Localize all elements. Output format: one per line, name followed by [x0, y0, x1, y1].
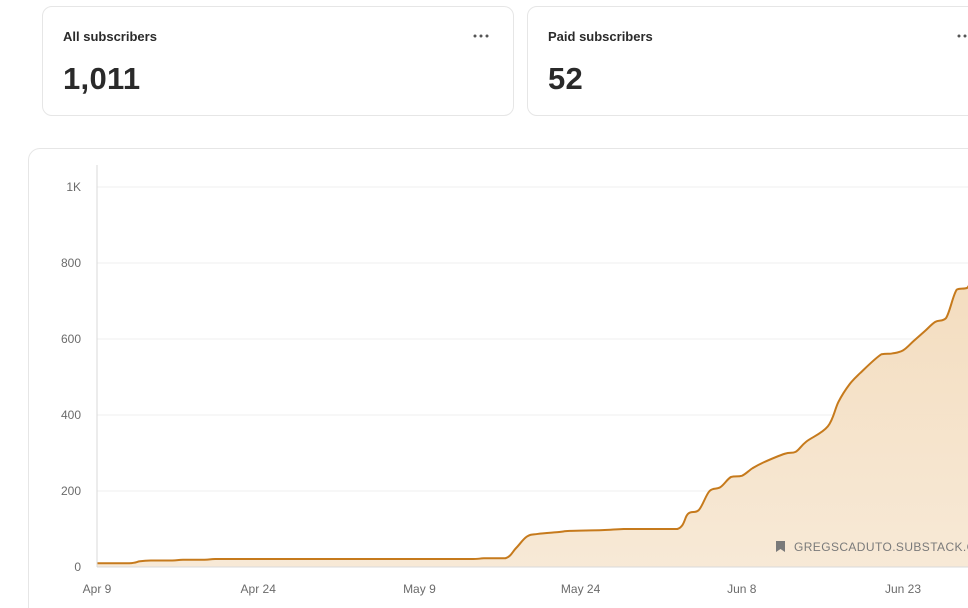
- paid-subscribers-value: 52: [548, 61, 584, 96]
- all-subscribers-label: All subscribers: [63, 29, 157, 44]
- x-tick-label: Apr 9: [83, 582, 112, 596]
- x-tick-label: Jun 23: [885, 582, 921, 596]
- all-subscribers-value: 1,011: [63, 61, 141, 96]
- paid-subscribers-label: Paid subscribers: [548, 29, 653, 44]
- all-subscribers-menu-button[interactable]: [469, 25, 493, 47]
- watermark-text: GREGSCADUTO.SUBSTACK.COM: [794, 540, 968, 554]
- y-tick-label: 600: [61, 332, 81, 346]
- x-tick-label: May 9: [403, 582, 436, 596]
- y-tick-label: 800: [61, 256, 81, 270]
- paid-subscribers-menu-button[interactable]: [953, 25, 968, 47]
- bookmark-icon: [776, 541, 785, 552]
- series-line: [96, 285, 968, 565]
- all-subscribers-card: All subscribers 1,011: [42, 6, 514, 116]
- subscribers-chart: 0 200 400 600 800 1K Apr 9 Apr 24 May 9 May 24 Jun…: [61, 165, 968, 596]
- y-tick-label: 1K: [66, 180, 81, 194]
- ellipsis-icon: [473, 34, 489, 38]
- y-tick-label: 400: [61, 408, 81, 422]
- chart-watermark: GREGSCADUTO.SUBSTACK.COM: [776, 540, 968, 554]
- paid-subscribers-card: Paid subscribers 52: [527, 6, 968, 116]
- ellipsis-icon: [957, 34, 967, 38]
- subscribers-chart-card: 0 200 400 600 800 1K Apr 9 Apr 24 May 9 May 24 Jun…: [28, 148, 968, 608]
- x-tick-label: Jun 8: [727, 582, 757, 596]
- series-area: [97, 286, 968, 567]
- y-tick-label: 200: [61, 484, 81, 498]
- y-tick-label: 0: [74, 560, 81, 574]
- x-tick-label: Apr 24: [241, 582, 277, 596]
- x-tick-label: May 24: [561, 582, 601, 596]
